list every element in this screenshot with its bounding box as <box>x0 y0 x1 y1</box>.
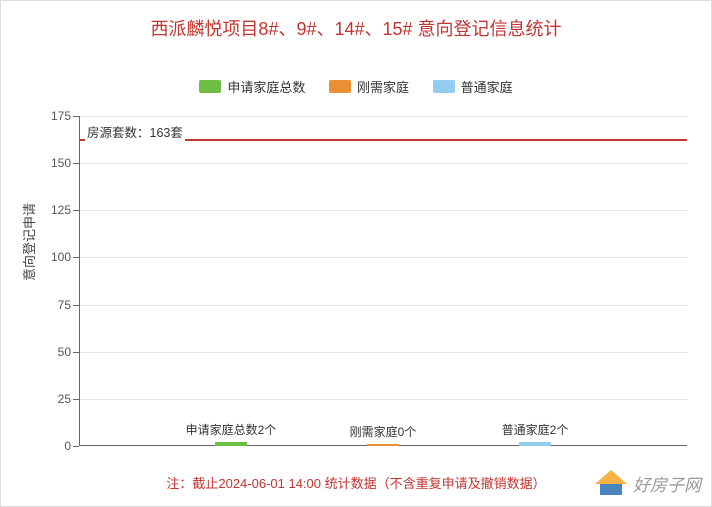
legend-label-1: 刚需家庭 <box>357 77 409 96</box>
y-tick-label: 125 <box>31 203 71 217</box>
bar-1[interactable] <box>367 444 399 446</box>
y-tick-label: 0 <box>31 439 71 453</box>
watermark-text: 好房子网 <box>633 471 701 496</box>
y-tick-label: 150 <box>31 156 71 170</box>
legend-swatch-0 <box>199 80 221 93</box>
bar-0[interactable] <box>215 442 247 446</box>
y-tick-label: 75 <box>31 298 71 312</box>
bar-label-2: 普通家庭2个 <box>502 421 569 438</box>
y-axis-line <box>79 116 80 446</box>
chart-title: 西派麟悦项目8#、9#、14#、15# 意向登记信息统计 <box>1 1 711 49</box>
gridline <box>79 257 687 258</box>
bar-label-1: 刚需家庭0个 <box>350 423 417 440</box>
y-tick-label: 50 <box>31 345 71 359</box>
chart-container: 西派麟悦项目8#、9#、14#、15# 意向登记信息统计 申请家庭总数 刚需家庭… <box>0 0 712 507</box>
legend-item-2[interactable]: 普通家庭 <box>433 77 513 96</box>
gridline <box>79 399 687 400</box>
gridline <box>79 305 687 306</box>
watermark: 好房子网 <box>593 468 701 498</box>
gridline <box>79 116 687 117</box>
y-tick-label: 25 <box>31 392 71 406</box>
bar-2[interactable] <box>519 442 551 446</box>
gridline <box>79 163 687 164</box>
y-tick-mark <box>73 446 79 447</box>
y-tick-label: 175 <box>31 109 71 123</box>
plot-region: 房源套数：163套 申请家庭总数2个 刚需家庭0个 普通家庭2个 <box>79 116 687 446</box>
legend-label-0: 申请家庭总数 <box>227 77 305 96</box>
legend: 申请家庭总数 刚需家庭 普通家庭 <box>1 49 711 106</box>
legend-item-1[interactable]: 刚需家庭 <box>329 77 409 96</box>
legend-item-0[interactable]: 申请家庭总数 <box>199 77 305 96</box>
legend-label-2: 普通家庭 <box>461 77 513 96</box>
ref-line-label: 房源套数：163套 <box>85 121 185 142</box>
gridline <box>79 352 687 353</box>
y-tick-label: 100 <box>31 250 71 264</box>
legend-swatch-1 <box>329 80 351 93</box>
gridline <box>79 210 687 211</box>
house-icon <box>593 468 629 498</box>
bar-label-0: 申请家庭总数2个 <box>186 421 277 438</box>
legend-swatch-2 <box>433 80 455 93</box>
